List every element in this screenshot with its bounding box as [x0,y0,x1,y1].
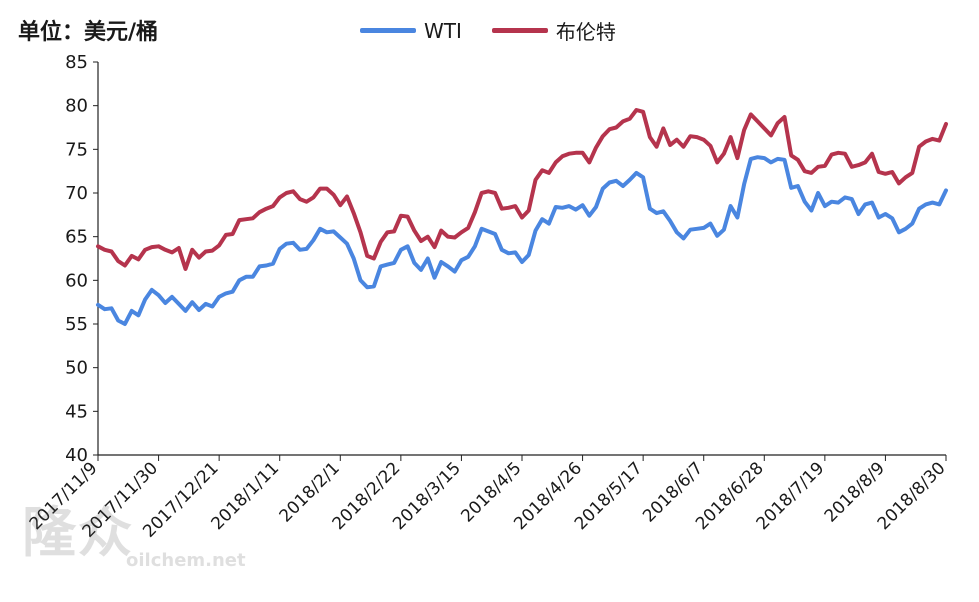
y-axis-unit-label: 单位：美元/桶 [18,20,159,45]
y-axis-ticks: 40 45 50 55 60 65 70 75 80 85 [65,52,98,466]
legend-label-wti: WTI [424,18,462,43]
series-layer [96,108,948,326]
y-tick-label: 50 [65,358,88,379]
y-tick-label: 60 [65,270,88,291]
y-tick-label: 70 [65,183,88,204]
watermark-logo: 隆众 oilchem.net [22,488,246,571]
watermark-main-text: 隆众 [22,501,134,564]
legend-item-wti: WTI [360,19,462,43]
y-tick-label: 65 [65,227,88,248]
y-tick-label: 55 [65,314,88,335]
legend-item-brent: 布伦特 [491,16,616,45]
legend: WTI 布伦特 [360,16,646,45]
y-tick-label: 40 [65,445,88,466]
legend-label-brent: 布伦特 [555,20,616,44]
series-line-brent [96,108,948,271]
series-line-wti [96,155,948,326]
y-tick-label: 85 [65,52,88,73]
legend-swatch-wti [360,28,416,33]
legend-swatch-brent [491,28,548,33]
y-tick-label: 75 [65,139,88,160]
x-axis-ticks: 2017/11/92017/11/302017/12/212018/1/1120… [26,455,950,542]
axes [97,62,946,456]
y-tick-label: 80 [65,96,88,117]
watermark-sub-text: oilchem.net [126,550,246,571]
y-tick-label: 45 [65,401,88,422]
